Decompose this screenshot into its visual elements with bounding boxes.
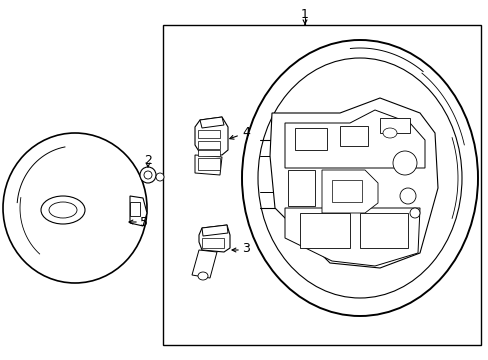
Bar [198,141,220,149]
Ellipse shape [140,167,156,183]
Ellipse shape [258,58,461,298]
Bar [198,158,220,170]
Polygon shape [285,208,419,266]
Ellipse shape [392,151,416,175]
Ellipse shape [409,208,419,218]
Ellipse shape [41,196,85,224]
Ellipse shape [156,173,163,181]
Polygon shape [321,170,377,213]
Ellipse shape [49,202,77,218]
Polygon shape [195,117,227,155]
Bar [359,213,407,248]
Bar [198,150,220,156]
Bar [299,213,349,248]
Polygon shape [192,250,217,278]
Bar [379,118,409,133]
Polygon shape [200,117,224,128]
Bar [130,202,140,216]
Bar [163,25,480,345]
Text: 3: 3 [242,242,249,255]
Polygon shape [287,170,314,206]
Bar [202,238,224,248]
Polygon shape [285,110,424,168]
Bar [331,180,361,202]
Polygon shape [269,98,437,268]
Ellipse shape [399,188,415,204]
Ellipse shape [242,40,477,316]
Bar [339,126,367,146]
Ellipse shape [382,128,396,138]
Text: 1: 1 [301,8,308,21]
Ellipse shape [198,272,207,280]
Polygon shape [195,155,222,175]
Bar [294,128,326,150]
Bar [198,130,220,138]
Polygon shape [199,225,229,252]
Polygon shape [202,225,227,236]
Ellipse shape [143,171,152,179]
Ellipse shape [3,133,147,283]
Text: 2: 2 [144,153,152,166]
Text: 5: 5 [140,216,148,229]
Text: 4: 4 [242,126,249,139]
Polygon shape [130,196,147,226]
